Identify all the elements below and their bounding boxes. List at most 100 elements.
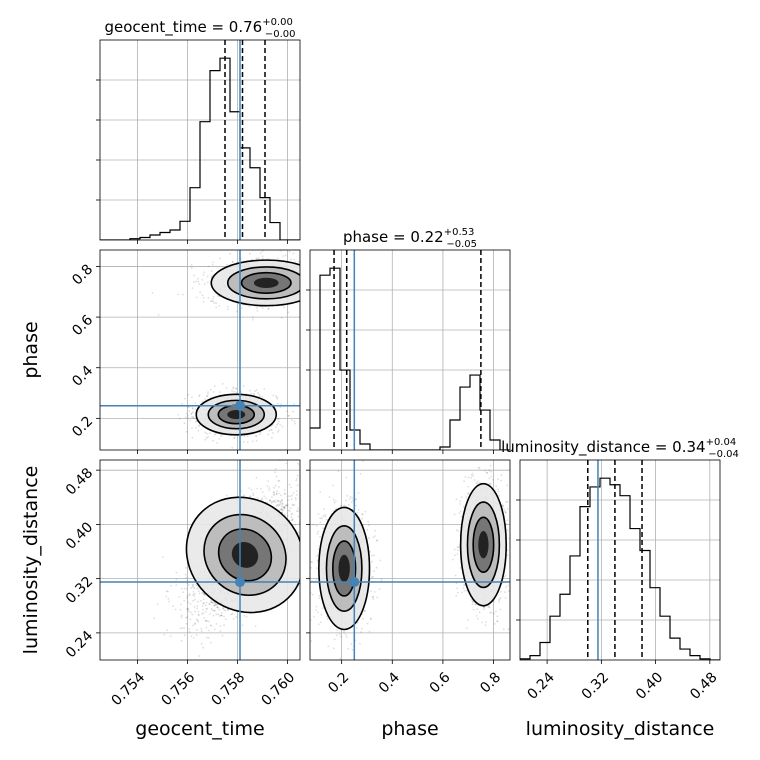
sample-point (249, 495, 252, 498)
sample-point (172, 605, 174, 608)
sample-point (304, 487, 306, 489)
sample-point (188, 594, 191, 597)
sample-point (206, 275, 209, 278)
sample-point (288, 483, 291, 486)
sample-point (235, 387, 238, 390)
sample-point (210, 607, 213, 610)
sample-point (184, 573, 187, 576)
sample-point (256, 309, 259, 312)
sample-point (316, 511, 318, 513)
sample-point (292, 492, 295, 494)
sample-point (231, 612, 234, 615)
sample-point (251, 440, 254, 443)
sample-point (302, 479, 304, 481)
sample-point (281, 509, 284, 512)
sample-point (206, 608, 209, 610)
sample-point (277, 431, 279, 433)
sample-point (202, 612, 205, 615)
sample-point (277, 503, 279, 506)
sample-point (201, 592, 204, 594)
sample-point (307, 302, 309, 304)
sample-point (205, 436, 208, 439)
sample-point (300, 290, 302, 292)
sample-point (280, 505, 283, 508)
contour-line (226, 266, 300, 300)
sample-point (259, 252, 262, 255)
sample-point (278, 479, 281, 482)
sample-point (307, 507, 309, 509)
sample-point (177, 413, 180, 416)
sample-point (183, 634, 186, 637)
sample-point (302, 547, 304, 549)
sample-point (195, 426, 198, 429)
sample-point (183, 588, 186, 590)
sample-point (248, 487, 251, 489)
sample-point (301, 275, 303, 277)
panel-frame (309, 249, 511, 451)
sample-point (220, 614, 223, 617)
sample-point (194, 408, 197, 411)
histogram-step-line (100, 57, 300, 240)
sample-point (187, 607, 190, 610)
sample-point (273, 494, 275, 496)
sample-point (317, 281, 319, 283)
sample-point (210, 599, 213, 602)
sample-point (308, 287, 310, 289)
sample-point (212, 614, 215, 617)
sample-point (257, 392, 260, 394)
sample-point (215, 603, 217, 606)
title-phase: phase = 0.22+0.53 −0.05 (343, 227, 477, 250)
sample-point (279, 500, 282, 503)
sample-point (186, 414, 189, 417)
sample-point (196, 619, 199, 622)
sample-point (331, 266, 333, 268)
sample-point (203, 602, 205, 605)
sample-point (204, 619, 207, 622)
sample-point (302, 545, 304, 547)
sample-point (195, 296, 198, 299)
sample-point (307, 298, 309, 300)
sample-point (305, 482, 307, 484)
sample-point (220, 435, 223, 437)
sample-point (292, 258, 295, 261)
sample-point (212, 300, 215, 303)
sample-point (311, 285, 313, 287)
sample-point (281, 499, 283, 502)
sample-point (286, 505, 289, 508)
sample-point (232, 386, 235, 389)
sample-point (194, 622, 196, 625)
sample-point (306, 471, 308, 473)
sample-point (320, 286, 322, 288)
sample-point (201, 294, 204, 297)
sample-point (297, 507, 299, 510)
sample-point (202, 598, 205, 601)
sample-point (223, 608, 225, 611)
sample-point (306, 282, 308, 284)
sample-point (243, 494, 246, 497)
sample-point (310, 300, 312, 302)
sample-point (273, 491, 275, 493)
sample-point (297, 515, 300, 518)
sample-point (202, 646, 204, 649)
sample-point (197, 430, 200, 432)
sample-point (298, 261, 300, 263)
sample-point (204, 438, 207, 441)
sample-point (260, 487, 262, 490)
sample-point (325, 282, 327, 284)
sample-point (259, 395, 261, 398)
sample-point (349, 278, 351, 280)
sample-point (337, 282, 339, 284)
sample-point (325, 307, 327, 309)
sample-point (282, 506, 284, 509)
sample-point (304, 305, 306, 307)
sample-point (303, 284, 305, 286)
sample-point (248, 306, 251, 308)
sample-point (308, 501, 310, 503)
sample-point (185, 616, 187, 619)
sample-point (212, 298, 214, 300)
sample-point (305, 512, 307, 514)
sample-point (304, 274, 306, 276)
sample-point (273, 486, 275, 489)
sample-point (168, 600, 170, 603)
